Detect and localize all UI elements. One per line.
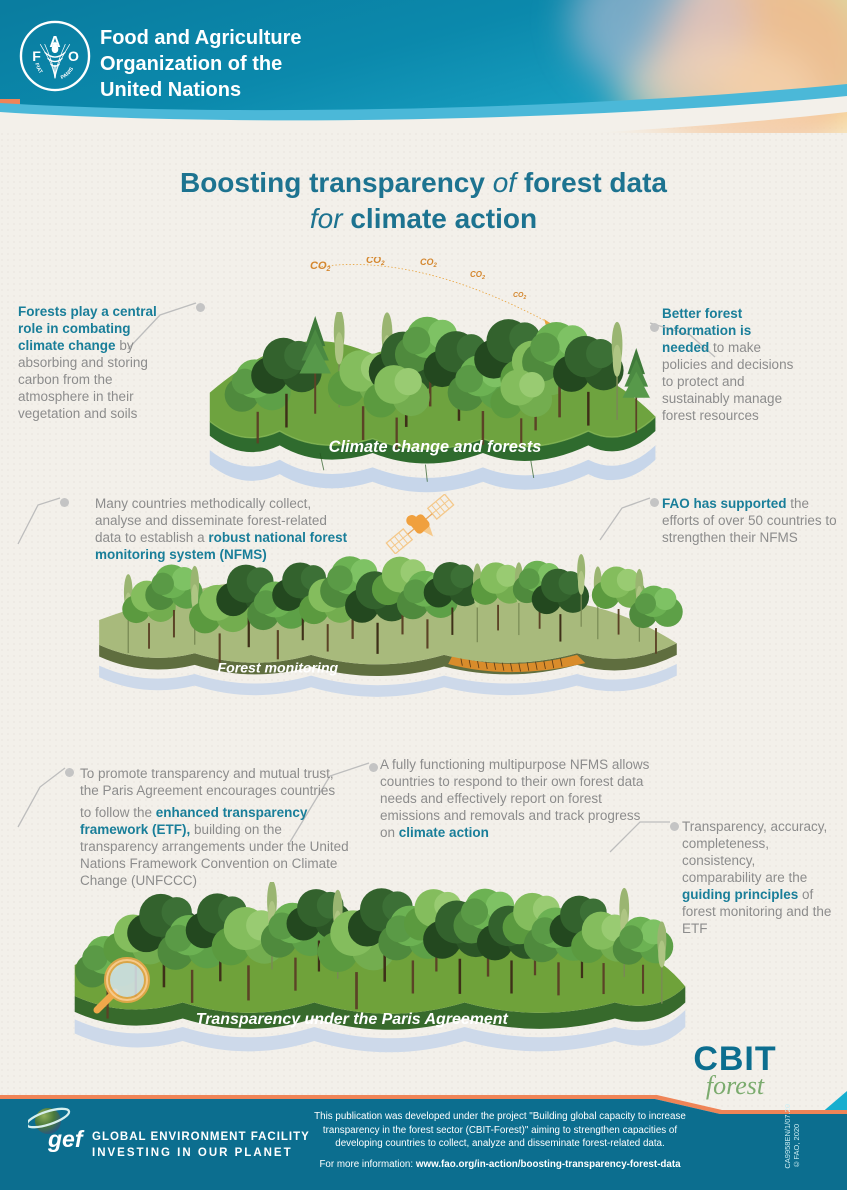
- svg-text:Climate change and forests: Climate change and forests: [329, 438, 542, 456]
- svg-text:Transparency under the Paris A: Transparency under the Paris Agreement: [196, 1011, 509, 1028]
- svg-text:F: F: [32, 48, 41, 64]
- svg-text:CO2: CO2: [366, 257, 385, 267]
- svg-text:CO2: CO2: [420, 257, 438, 269]
- svg-text:PANIS: PANIS: [60, 66, 75, 81]
- svg-text:Forest monitoring: Forest monitoring: [217, 659, 338, 675]
- svg-text:O: O: [68, 48, 79, 64]
- svg-text:FIAT: FIAT: [33, 62, 44, 75]
- svg-text:CO2: CO2: [513, 292, 527, 301]
- svg-text:CO2: CO2: [310, 260, 331, 273]
- svg-text:CO2: CO2: [470, 270, 485, 281]
